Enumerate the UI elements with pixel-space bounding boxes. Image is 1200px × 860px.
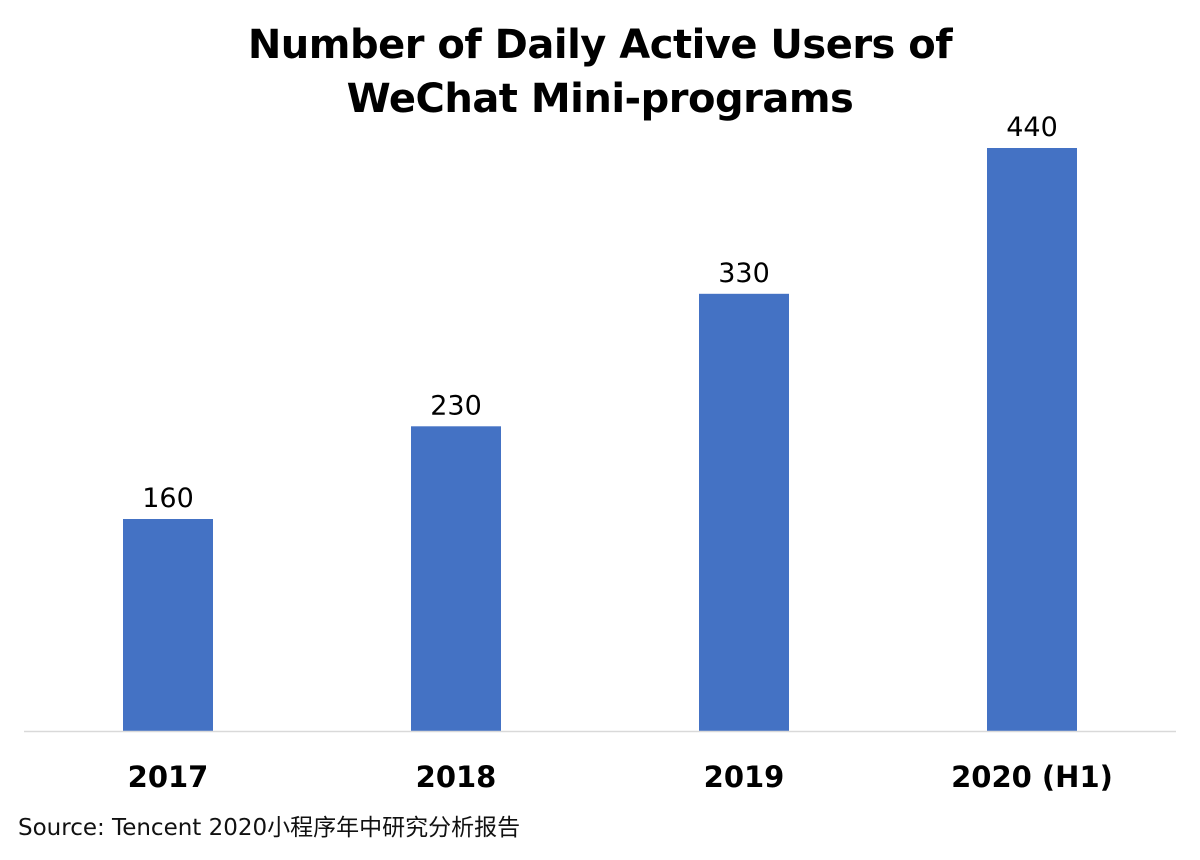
x-tick-label: 2018	[416, 760, 497, 794]
data-label: 230	[430, 390, 482, 421]
bar-2018	[411, 426, 501, 732]
data-label: 160	[142, 483, 194, 514]
chart-title-line-2: WeChat Mini-programs	[346, 76, 854, 122]
data-label: 330	[718, 258, 770, 289]
bar-2020-h1	[987, 148, 1077, 731]
data-label: 440	[1006, 112, 1058, 143]
bar-2017	[123, 519, 213, 731]
labels-layer: 160 230 330 440	[142, 112, 1058, 514]
chart-title: Number of Daily Active Users of WeChat M…	[0, 18, 1200, 126]
x-tick-label: 2017	[128, 760, 209, 794]
x-tick-labels: 2017 2018 2019 2020 (H1)	[128, 760, 1113, 794]
chart-title-line-1: Number of Daily Active Users of	[247, 22, 953, 68]
x-tick-label: 2020 (H1)	[951, 760, 1113, 794]
bars-layer	[123, 148, 1077, 732]
source-note: Source: Tencent 2020小程序年中研究分析报告	[18, 815, 521, 841]
bar-2019	[699, 293, 789, 732]
x-tick-label: 2019	[704, 760, 785, 794]
